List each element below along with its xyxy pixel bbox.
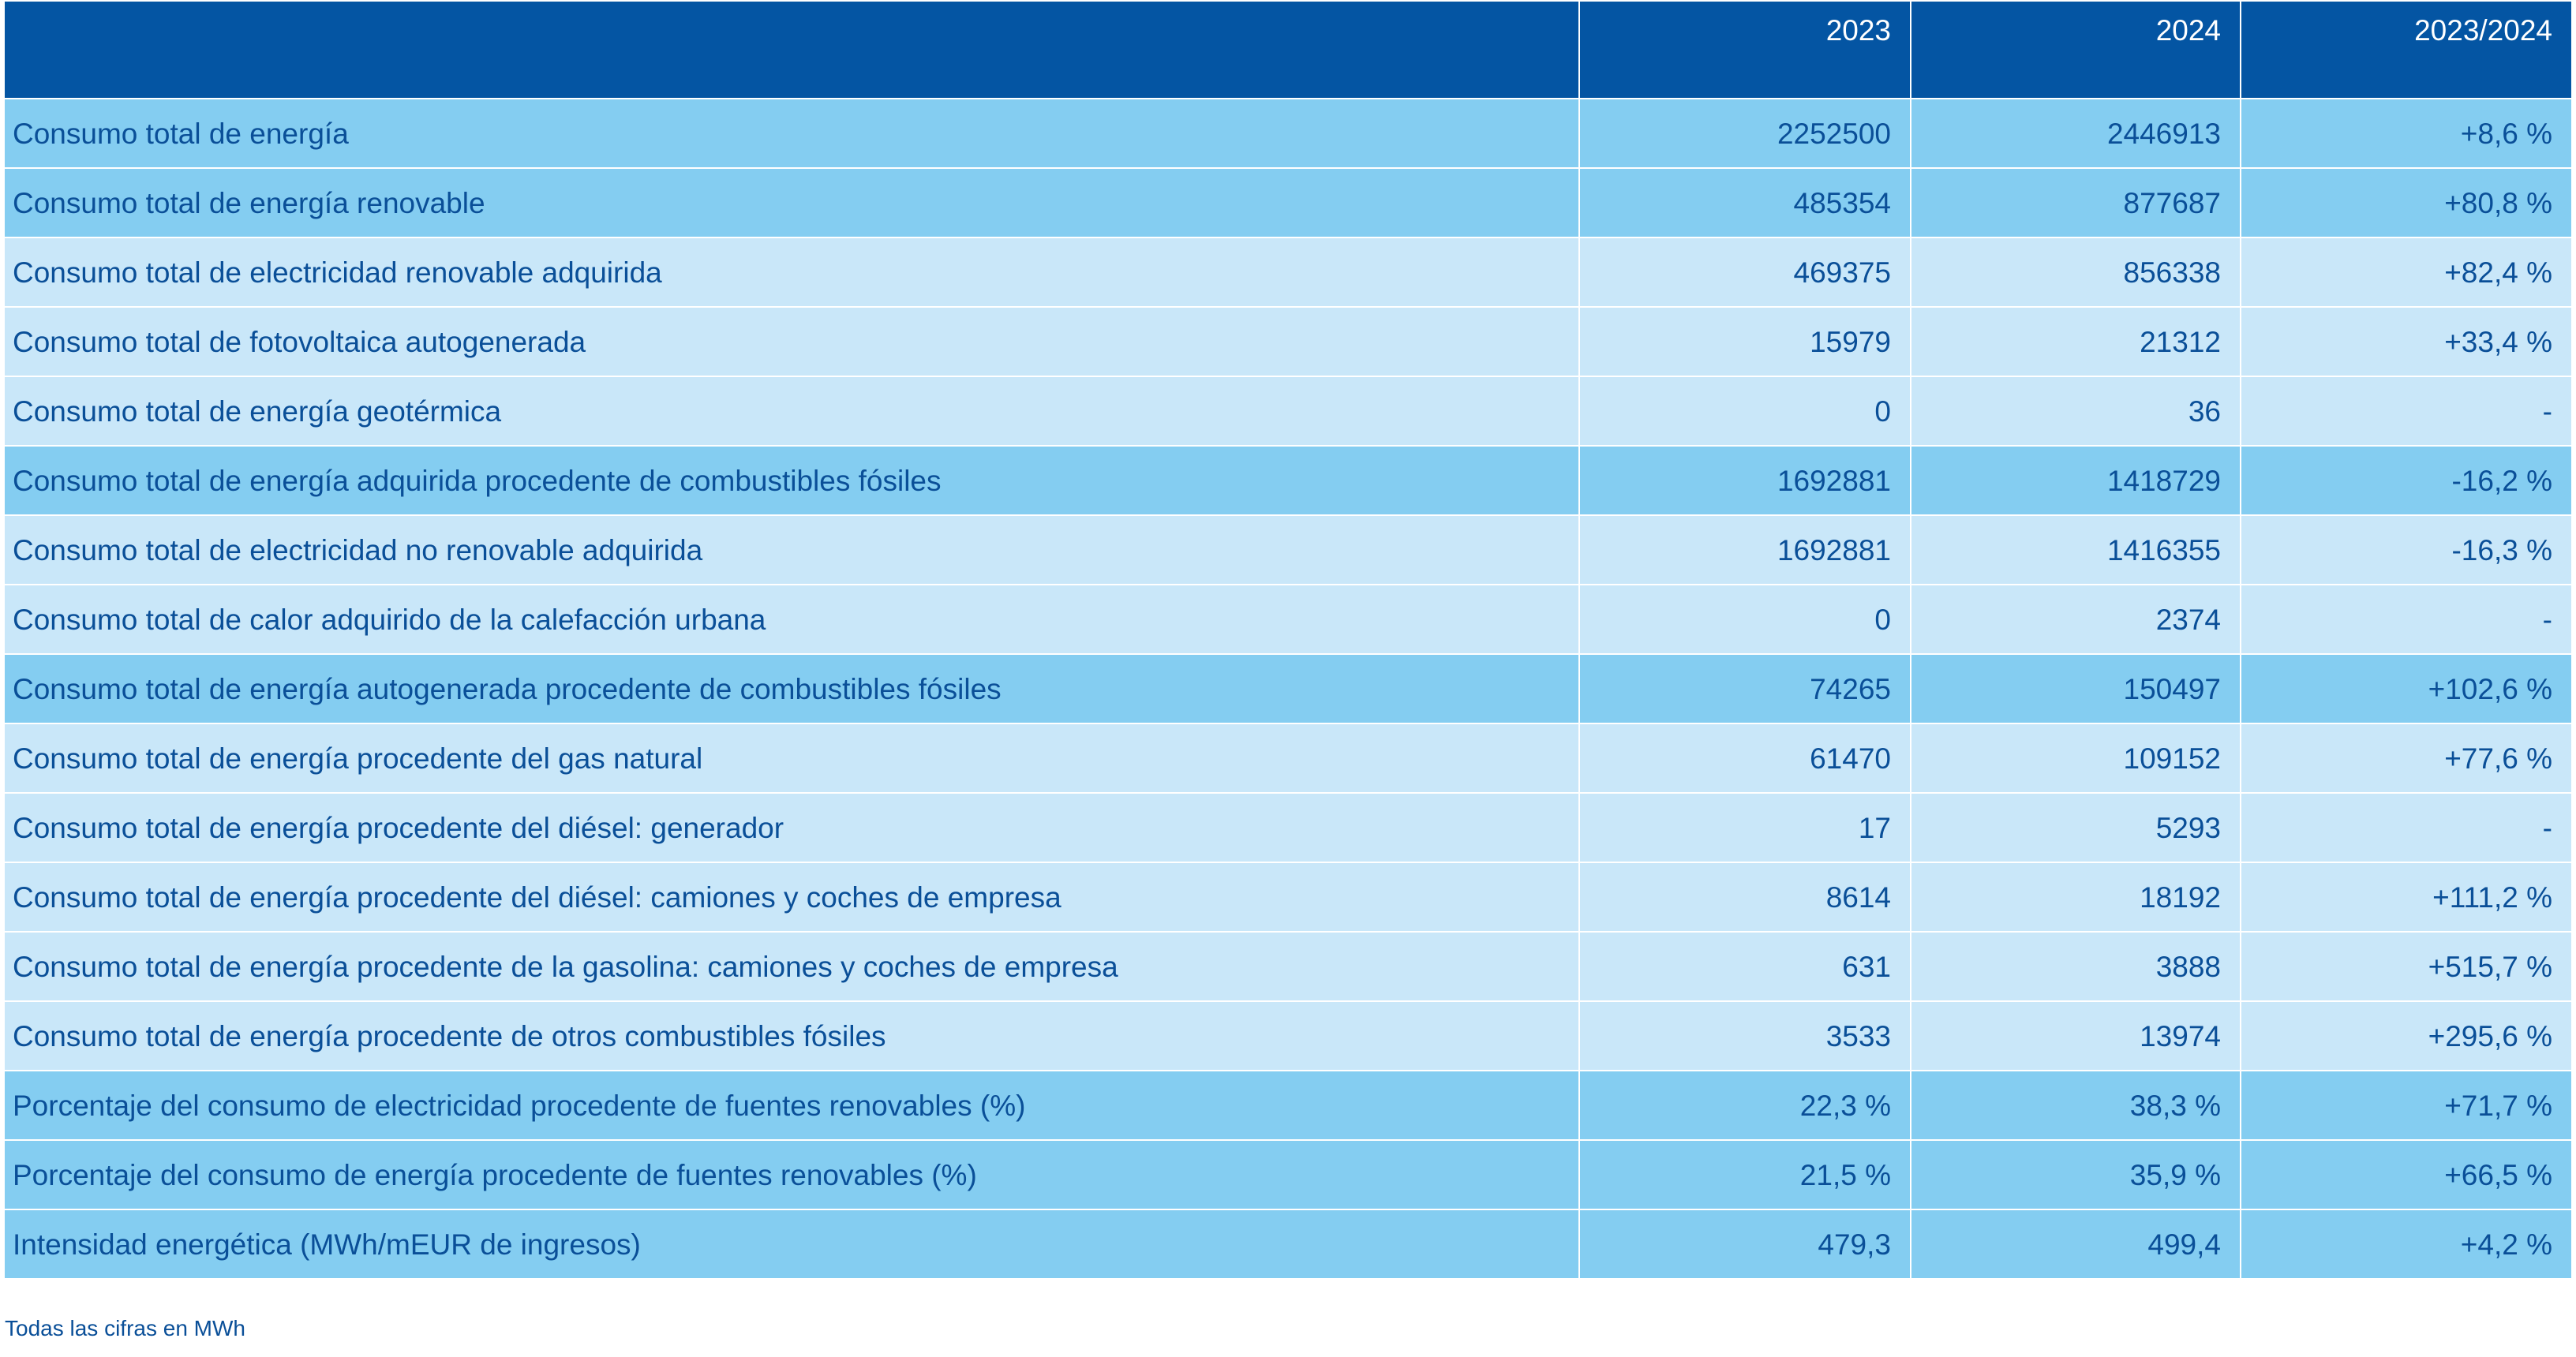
value-2023-cell: 61470 — [1578, 723, 1911, 794]
change-cell: +66,5 % — [2240, 1139, 2573, 1210]
change-cell: -16,2 % — [2240, 445, 2573, 516]
table-row: Consumo total de energía procedente de o… — [3, 1000, 2573, 1071]
value-2023-cell: 3533 — [1578, 1000, 1911, 1071]
value-2023-cell: 469375 — [1578, 237, 1911, 308]
row-label-cell: Intensidad energética (MWh/mEUR de ingre… — [3, 1209, 1580, 1280]
value-2024-cell: 1416355 — [1910, 514, 2241, 585]
value-2023-cell: 22,3 % — [1578, 1070, 1911, 1141]
value-2024-cell: 5293 — [1910, 792, 2241, 863]
header-change-column: 2023/2024 — [2240, 0, 2573, 99]
table-body: Consumo total de energía 2252500 2446913 +8… — [3, 98, 2573, 1280]
value-2024-cell: 2446913 — [1910, 98, 2241, 169]
row-label-cell: Consumo total de energía geotérmica — [3, 376, 1580, 447]
table-row: Consumo total de energía 2252500 2446913 +8… — [3, 98, 2573, 169]
value-2024-cell: 856338 — [1910, 237, 2241, 308]
table-row: Consumo total de electricidad no renovab… — [3, 514, 2573, 585]
table-row: Consumo total de energía procedente del … — [3, 723, 2573, 794]
table-row: Consumo total de energía geotérmica 0 36- — [3, 376, 2573, 447]
table-row: Consumo total de energía procedente de l… — [3, 931, 2573, 1002]
header-label-column — [3, 0, 1580, 99]
value-2024-cell: 1418729 — [1910, 445, 2241, 516]
value-2023-cell: 2252500 — [1578, 98, 1911, 169]
change-cell: - — [2240, 376, 2573, 447]
value-2023-cell: 1692881 — [1578, 445, 1911, 516]
value-2024-cell: 13974 — [1910, 1000, 2241, 1071]
value-2024-cell: 38,3 % — [1910, 1070, 2241, 1141]
value-2024-cell: 499,4 — [1910, 1209, 2241, 1280]
change-cell: +295,6 % — [2240, 1000, 2573, 1071]
change-cell: +111,2 % — [2240, 862, 2573, 933]
row-label-cell: Consumo total de energía procedente del … — [3, 723, 1580, 794]
energy-consumption-table: 2023 2024 2023/2024 Consumo total de ene… — [3, 0, 2573, 1280]
row-label-cell: Consumo total de energía procedente del … — [3, 792, 1580, 863]
row-label-cell: Consumo total de energía procedente de o… — [3, 1000, 1580, 1071]
change-cell: +102,6 % — [2240, 653, 2573, 724]
table-row: Intensidad energética (MWh/mEUR de ingre… — [3, 1209, 2573, 1280]
row-label-cell: Porcentaje del consumo de energía proced… — [3, 1139, 1580, 1210]
value-2024-cell: 877687 — [1910, 167, 2241, 238]
change-cell: +8,6 % — [2240, 98, 2573, 169]
table-row: Consumo total de fotovoltaica autogenera… — [3, 306, 2573, 377]
change-cell: +4,2 % — [2240, 1209, 2573, 1280]
row-label-cell: Consumo total de calor adquirido de la c… — [3, 584, 1580, 655]
row-label-cell: Consumo total de electricidad no renovab… — [3, 514, 1580, 585]
change-cell: +77,6 % — [2240, 723, 2573, 794]
change-cell: - — [2240, 792, 2573, 863]
value-2023-cell: 74265 — [1578, 653, 1911, 724]
change-cell: +33,4 % — [2240, 306, 2573, 377]
value-2023-cell: 21,5 % — [1578, 1139, 1911, 1210]
row-label-cell: Consumo total de energía adquirida proce… — [3, 445, 1580, 516]
value-2023-cell: 631 — [1578, 931, 1911, 1002]
change-cell: - — [2240, 584, 2573, 655]
value-2024-cell: 18192 — [1910, 862, 2241, 933]
table-row: Consumo total de energía procedente del … — [3, 792, 2573, 863]
value-2023-cell: 0 — [1578, 376, 1911, 447]
table-row: Porcentaje del consumo de electricidad p… — [3, 1070, 2573, 1141]
row-label-cell: Consumo total de electricidad renovable … — [3, 237, 1580, 308]
value-2024-cell: 35,9 % — [1910, 1139, 2241, 1210]
table-row: Consumo total de energía adquirida proce… — [3, 445, 2573, 516]
row-label-cell: Consumo total de fotovoltaica autogenera… — [3, 306, 1580, 377]
row-label-cell: Consumo total de energía renovable — [3, 167, 1580, 238]
footnote: Todas las cifras en MWh — [5, 1316, 245, 1340]
value-2023-cell: 479,3 — [1578, 1209, 1911, 1280]
table-row: Consumo total de electricidad renovable … — [3, 237, 2573, 308]
value-2024-cell: 109152 — [1910, 723, 2241, 794]
value-2023-cell: 485354 — [1578, 167, 1911, 238]
value-2024-cell: 36 — [1910, 376, 2241, 447]
value-2023-cell: 8614 — [1578, 862, 1911, 933]
table-row: Consumo total de energía autogenerada pr… — [3, 653, 2573, 724]
value-2023-cell: 15979 — [1578, 306, 1911, 377]
value-2023-cell: 17 — [1578, 792, 1911, 863]
value-2023-cell: 1692881 — [1578, 514, 1911, 585]
value-2023-cell: 0 — [1578, 584, 1911, 655]
table-row: Porcentaje del consumo de energía proced… — [3, 1139, 2573, 1210]
value-2024-cell: 3888 — [1910, 931, 2241, 1002]
row-label-cell: Consumo total de energía procedente de l… — [3, 931, 1580, 1002]
table-row: Consumo total de energía procedente del … — [3, 862, 2573, 933]
energy-consumption-table-container: 2023 2024 2023/2024 Consumo total de ene… — [3, 0, 2573, 1280]
row-label-cell: Consumo total de energía autogenerada pr… — [3, 653, 1580, 724]
table-row: Consumo total de calor adquirido de la c… — [3, 584, 2573, 655]
change-cell: -16,3 % — [2240, 514, 2573, 585]
value-2024-cell: 21312 — [1910, 306, 2241, 377]
header-2023-column: 2023 — [1578, 0, 1911, 99]
change-cell: +515,7 % — [2240, 931, 2573, 1002]
row-label-cell: Consumo total de energía — [3, 98, 1580, 169]
change-cell: +71,7 % — [2240, 1070, 2573, 1141]
table-header-row: 2023 2024 2023/2024 — [3, 0, 2573, 99]
value-2024-cell: 2374 — [1910, 584, 2241, 655]
table-row: Consumo total de energía renovable 485354… — [3, 167, 2573, 238]
header-2024-column: 2024 — [1910, 0, 2241, 99]
change-cell: +80,8 % — [2240, 167, 2573, 238]
change-cell: +82,4 % — [2240, 237, 2573, 308]
row-label-cell: Porcentaje del consumo de electricidad p… — [3, 1070, 1580, 1141]
value-2024-cell: 150497 — [1910, 653, 2241, 724]
row-label-cell: Consumo total de energía procedente del … — [3, 862, 1580, 933]
